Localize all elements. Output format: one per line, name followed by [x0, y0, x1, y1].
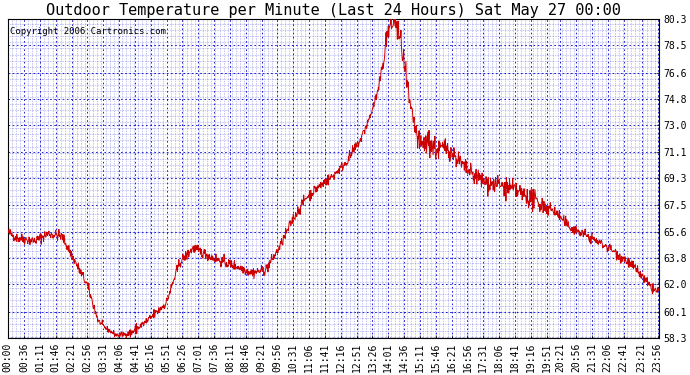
Text: Copyright 2006 Cartronics.com: Copyright 2006 Cartronics.com: [10, 27, 166, 36]
Title: Outdoor Temperature per Minute (Last 24 Hours) Sat May 27 00:00: Outdoor Temperature per Minute (Last 24 …: [46, 3, 621, 18]
